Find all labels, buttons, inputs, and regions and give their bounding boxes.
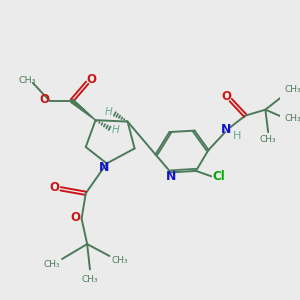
Text: O: O [86, 73, 96, 86]
Text: O: O [39, 93, 49, 106]
Text: H: H [105, 107, 112, 117]
Text: CH₃: CH₃ [112, 256, 128, 265]
Text: O: O [50, 181, 59, 194]
Text: H: H [233, 131, 241, 141]
Text: H: H [112, 125, 119, 135]
Text: CH₃: CH₃ [260, 135, 277, 144]
Text: CH₃: CH₃ [285, 85, 300, 94]
Text: CH₃: CH₃ [18, 76, 36, 85]
Text: N: N [99, 160, 109, 173]
Text: O: O [70, 211, 80, 224]
Text: N: N [221, 123, 231, 136]
Text: O: O [222, 90, 232, 103]
Text: CH₃: CH₃ [82, 274, 98, 284]
Text: N: N [166, 170, 177, 183]
Text: Cl: Cl [213, 170, 226, 183]
Polygon shape [71, 99, 95, 120]
Text: CH₃: CH₃ [43, 260, 60, 268]
Text: CH₃: CH₃ [285, 114, 300, 123]
